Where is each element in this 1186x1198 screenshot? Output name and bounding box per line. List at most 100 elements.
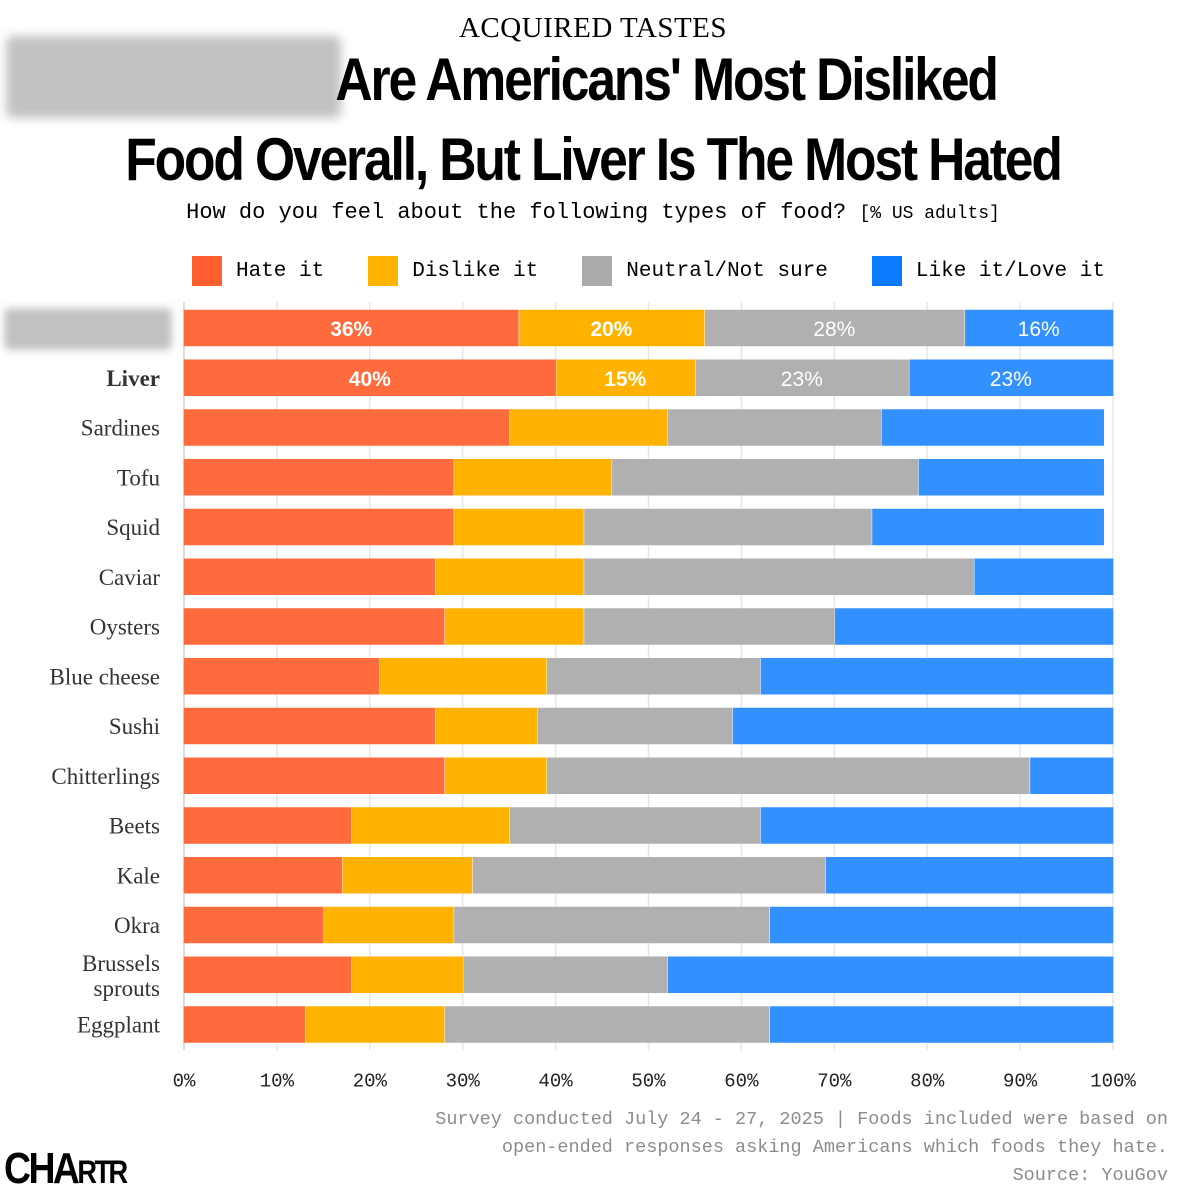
category-label: Oysters	[90, 615, 160, 640]
bar-segment	[183, 508, 454, 546]
redacted-category-label	[4, 308, 172, 350]
bar-segment	[974, 558, 1114, 595]
legend-item: Like it/Love it	[871, 256, 1105, 286]
bar-segment	[351, 956, 463, 993]
x-tick-label: 20%	[353, 1071, 388, 1093]
bar-segment	[183, 608, 445, 645]
bar-segment	[379, 658, 547, 695]
bar-segment	[770, 1006, 1114, 1043]
bar-segment	[695, 359, 909, 396]
chart-kicker: ACQUIRED TASTES	[458, 12, 728, 44]
bar-segment	[584, 508, 872, 546]
bar-segment	[584, 608, 835, 645]
bar-segment	[435, 558, 584, 595]
bar-segment	[324, 906, 454, 944]
chart-legend: Hate it Dislike it Neutral/Not sure Like it…	[192, 256, 1149, 286]
legend-swatch	[871, 256, 902, 286]
x-tick-label: 100%	[1090, 1071, 1136, 1093]
x-tick-label: 60%	[724, 1071, 759, 1093]
bar-segment	[918, 459, 1104, 496]
bar-segment	[183, 956, 352, 993]
category-label: Liver	[106, 366, 160, 391]
bar-segment	[183, 906, 324, 944]
category-label: Kale	[117, 863, 160, 888]
bar-segment	[835, 608, 1114, 645]
bar-segment	[183, 459, 454, 496]
stacked-bar-chart: 0% 10% 20% 30% 40% 50% 60% 70% 80% 90% 100% 36% 20% 2…	[4, 302, 1136, 1093]
bar-segment	[732, 707, 1114, 745]
bar-segment	[556, 359, 696, 396]
chart-title-line-2: Food Overall, But Liver Is The Most Hate…	[125, 126, 1063, 193]
bar-segment	[183, 807, 352, 844]
legend-item: Hate it	[192, 256, 324, 286]
bar-segment	[183, 359, 556, 396]
legend-swatch	[582, 256, 613, 286]
bar-segment	[351, 807, 510, 844]
category-label: Blue cheese	[50, 664, 160, 689]
bar-segment	[881, 409, 1104, 446]
data-label: 16%	[1018, 318, 1060, 341]
subtitle-question: How do you feel about the following type…	[186, 200, 847, 225]
bar-segment	[584, 558, 974, 595]
logo-text-main: CHA	[4, 1144, 80, 1193]
category-label: Squid	[106, 515, 160, 540]
footer-note-line-2: open-ended responses asking Americans wh…	[501, 1137, 1168, 1158]
chart-title-line-1: Are Americans' Most Disliked	[335, 46, 999, 113]
data-label: 23%	[990, 368, 1032, 391]
category-label: Okra	[114, 913, 160, 938]
bar-segment	[183, 1006, 306, 1043]
category-label: Chitterlings	[51, 764, 160, 789]
bar-segment	[454, 508, 584, 546]
bar-segment	[454, 906, 770, 944]
chartr-logo: CHARTR	[4, 1144, 128, 1194]
category-label: Beets	[109, 814, 160, 839]
chart-subtitle: How do you feel about the following type…	[0, 200, 1186, 225]
bar-segment	[183, 309, 519, 347]
bar-segment	[612, 459, 919, 496]
bar-segment	[463, 956, 668, 993]
chart-footer: Survey conducted July 24 - 27, 2025 | Fo…	[435, 1106, 1168, 1190]
category-label: sprouts	[94, 976, 161, 1001]
data-label: 28%	[813, 318, 855, 341]
footer-source: Source: YouGov	[1012, 1165, 1168, 1186]
legend-label: Hate it	[236, 259, 325, 283]
x-tick-label: 0%	[173, 1071, 196, 1093]
bar-segment	[509, 807, 761, 844]
bar-segment	[183, 857, 343, 894]
bar-segment	[444, 757, 547, 794]
logo-text-small: RTR	[77, 1154, 128, 1190]
x-tick-label: 90%	[1003, 1071, 1038, 1093]
legend-item: Dislike it	[368, 256, 538, 286]
legend-item: Neutral/Not sure	[582, 256, 828, 286]
bar-segment	[667, 956, 1114, 993]
bar-segment	[667, 409, 882, 446]
legend-label: Dislike it	[412, 259, 539, 283]
bar-segment	[444, 1006, 770, 1043]
category-label: Caviar	[99, 565, 161, 590]
bar-segment	[537, 707, 733, 745]
category-label: Sushi	[109, 714, 160, 739]
bar-segment	[760, 658, 1114, 695]
legend-swatch	[192, 256, 222, 286]
bar-segment	[704, 309, 965, 347]
x-tick-label: 70%	[817, 1071, 852, 1093]
bar-segment	[183, 558, 436, 595]
bar-segment	[760, 807, 1114, 844]
bar-segment	[183, 409, 510, 446]
bar-segment	[342, 857, 473, 894]
data-label: 15%	[604, 368, 646, 391]
x-tick-label: 40%	[538, 1071, 573, 1093]
subtitle-unit: [% US adults]	[859, 204, 1000, 224]
category-label: Brussels	[82, 951, 160, 976]
bar-segment	[770, 906, 1114, 944]
bar-segment	[965, 309, 1114, 347]
category-label: Tofu	[117, 465, 161, 490]
bar-segment	[547, 757, 1030, 794]
data-label: 20%	[590, 318, 632, 341]
category-label: Eggplant	[77, 1013, 161, 1038]
redacted-title-word	[6, 36, 341, 118]
bar-segment	[909, 359, 1114, 396]
bar-segment	[1030, 757, 1114, 794]
bar-segment	[872, 508, 1104, 546]
bar-segment	[472, 857, 826, 894]
